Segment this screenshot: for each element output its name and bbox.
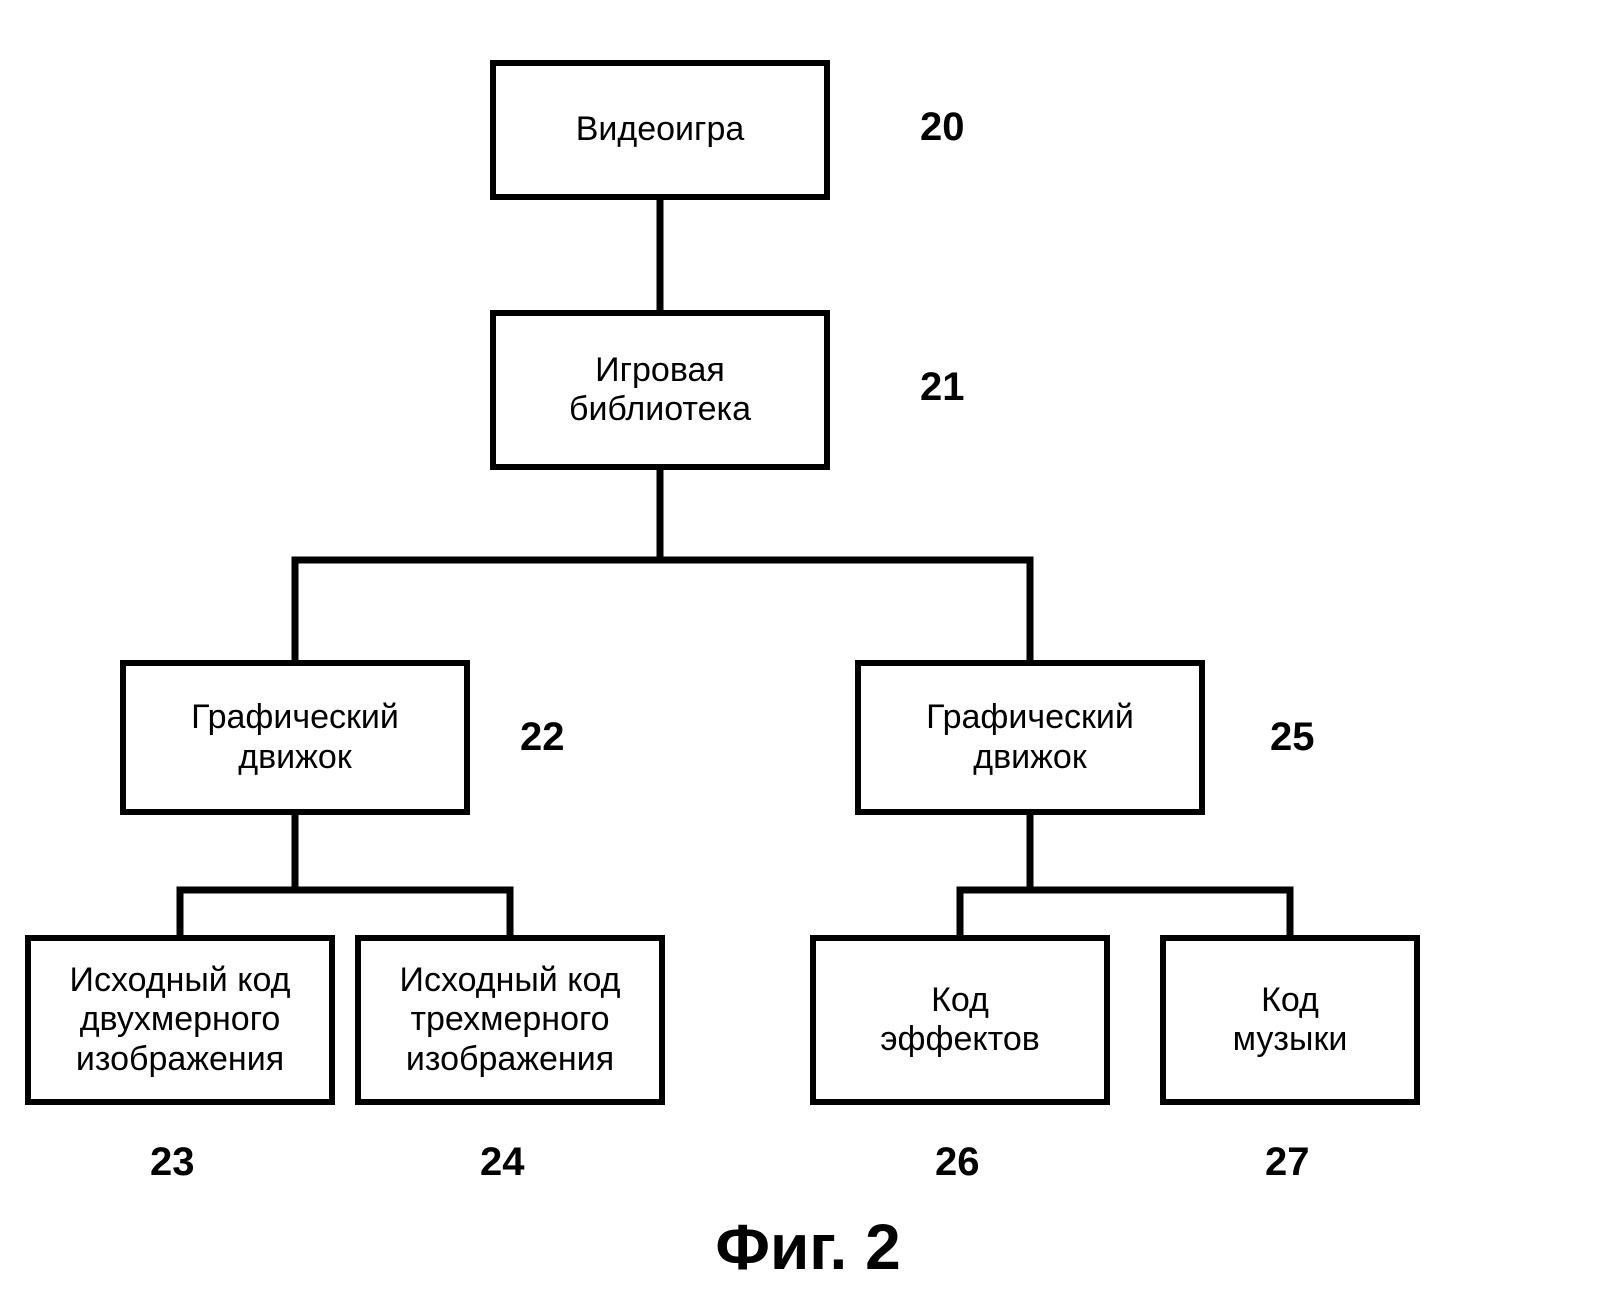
node-n20: Видеоигра bbox=[490, 60, 830, 200]
figure-caption: Фиг. 2 bbox=[608, 1210, 1008, 1284]
node-n27: Код музыки bbox=[1160, 935, 1420, 1105]
node-label: Исходный код трехмерного изображения bbox=[400, 961, 621, 1078]
node-label: Видеоигра bbox=[576, 110, 745, 149]
ref-n22: 22 bbox=[520, 715, 565, 760]
node-label: Графический движок bbox=[191, 698, 399, 776]
node-label: Графический движок bbox=[926, 698, 1134, 776]
node-label: Код эффектов bbox=[880, 981, 1040, 1059]
ref-n20: 20 bbox=[920, 105, 965, 150]
node-label: Игровая библиотека bbox=[569, 351, 751, 429]
node-label: Исходный код двухмерного изображения bbox=[70, 961, 291, 1078]
node-n21: Игровая библиотека bbox=[490, 310, 830, 470]
node-n23: Исходный код двухмерного изображения bbox=[25, 935, 335, 1105]
node-n24: Исходный код трехмерного изображения bbox=[355, 935, 665, 1105]
node-n22: Графический движок bbox=[120, 660, 470, 815]
ref-n21: 21 bbox=[920, 365, 965, 410]
ref-n26: 26 bbox=[935, 1140, 980, 1185]
node-n25: Графический движок bbox=[855, 660, 1205, 815]
ref-n25: 25 bbox=[1270, 715, 1315, 760]
ref-n23: 23 bbox=[150, 1140, 195, 1185]
node-label: Код музыки bbox=[1233, 981, 1348, 1059]
ref-n27: 27 bbox=[1265, 1140, 1310, 1185]
ref-n24: 24 bbox=[480, 1140, 525, 1185]
diagram-canvas: Фиг. 2 Видеоигра 20 Игровая библиотека 21 Гр… bbox=[0, 0, 1617, 1290]
node-n26: Код эффектов bbox=[810, 935, 1110, 1105]
